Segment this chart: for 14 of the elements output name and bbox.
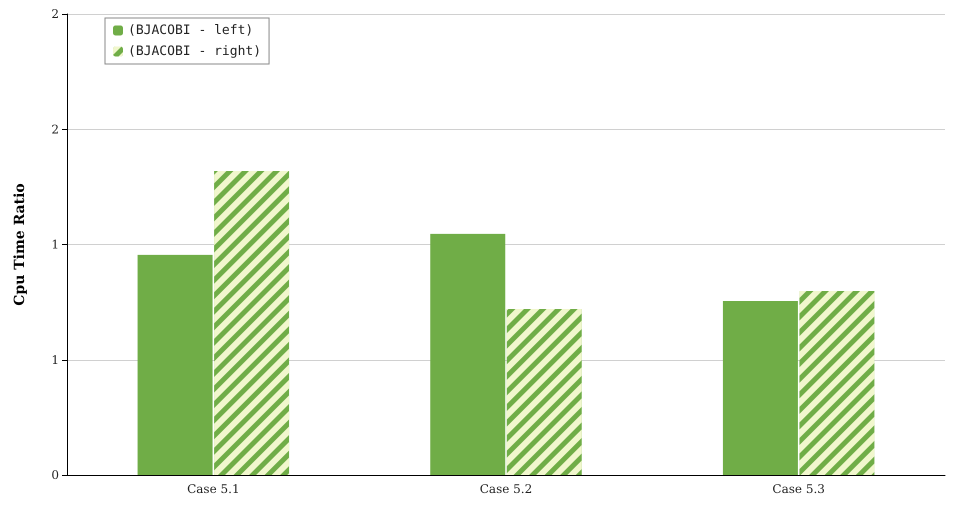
y-tick-label: 0 [51, 468, 59, 482]
y-axis-title: Cpu Time Ratio [12, 183, 28, 306]
x-tick-label: Case 5.2 [480, 482, 532, 496]
y-tick-label: 2 [51, 7, 59, 21]
y-tick-label: 1 [51, 238, 59, 252]
bar [430, 234, 506, 475]
y-tick-label: 1 [51, 352, 59, 367]
legend-label: (BJACOBI - right) [128, 44, 262, 59]
x-tick-label: Case 5.1 [187, 482, 240, 496]
legend-label: (BJACOBI - left) [128, 23, 254, 38]
bar [722, 300, 798, 475]
bar [138, 254, 213, 475]
y-tick-label: 2 [51, 122, 59, 136]
x-tick-label: Case 5.3 [772, 482, 825, 496]
